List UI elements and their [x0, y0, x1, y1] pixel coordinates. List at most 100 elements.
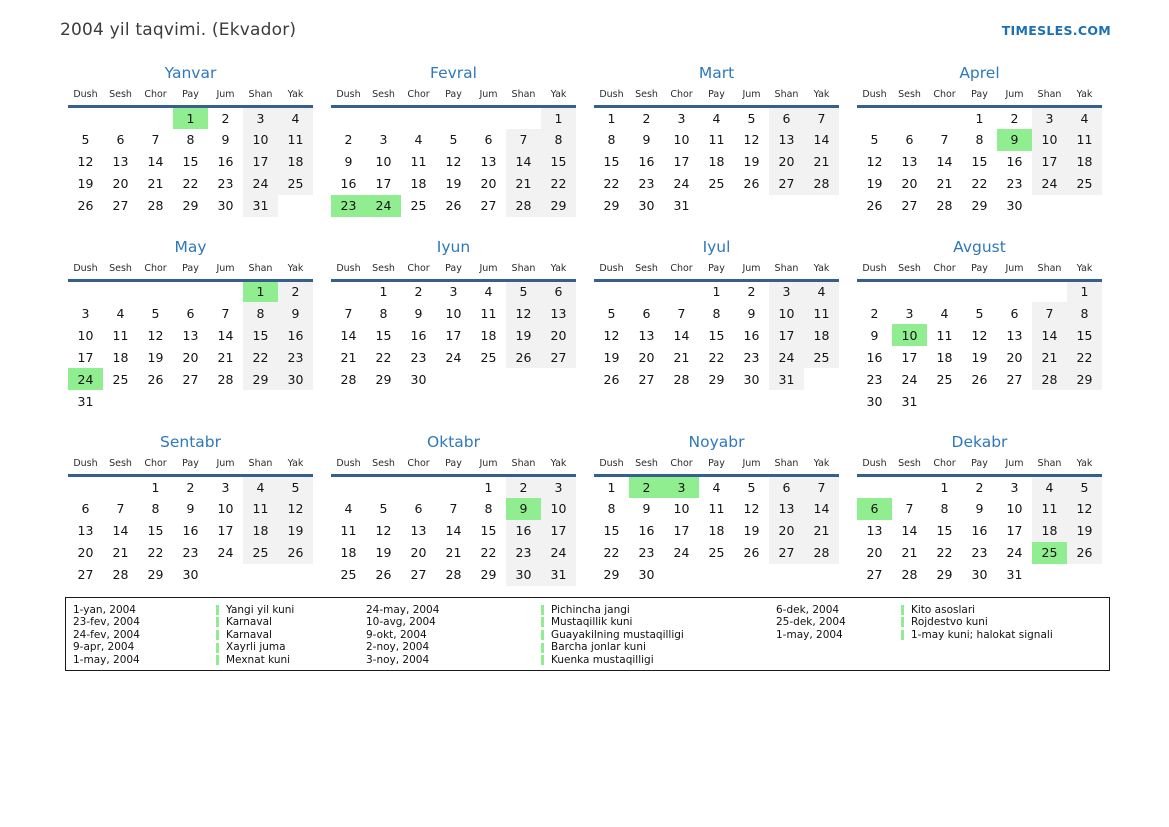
legend-holiday-label: Guayakilning mustaqilligi	[551, 628, 684, 641]
weekday-header: Chor	[664, 262, 699, 282]
day-cell: 23	[638, 545, 655, 560]
day-cell: 13	[182, 327, 199, 343]
week-row: 1	[857, 280, 1102, 302]
week-row: 9 10 11 12 13 14 15	[857, 324, 1102, 346]
holiday-marker-icon	[541, 642, 544, 653]
weekday-header: Yak	[1067, 262, 1102, 282]
month-title: Dekabr	[951, 433, 1008, 451]
weekday-header: Chor	[138, 89, 173, 108]
day-cell: 24	[1006, 545, 1023, 560]
weekday-header: Dush	[594, 89, 629, 108]
week-row: 30 31	[857, 390, 1102, 412]
day-cell: 28	[1032, 368, 1067, 390]
day-cell: 26	[147, 371, 164, 387]
months-grid: Yanvar Dush Sesh Chor Pay Jum Shan Yak 1 2 3 4 5 6 7 8 9…	[68, 64, 1102, 586]
weekday-header: Sesh	[892, 262, 927, 282]
day-cell: 24	[769, 346, 804, 368]
day-cell: 21	[445, 545, 462, 560]
month-table: Dush Sesh Chor Pay Jum Shan Yak 1 2 3 4 5 6 7 8 9 10 11 12…	[857, 262, 1102, 413]
day-cell: 25	[340, 567, 357, 582]
day-cell: 23	[743, 349, 760, 365]
day-cell: 29	[182, 198, 199, 213]
weekday-header: Chor	[401, 458, 436, 477]
day-cell: 16	[866, 349, 883, 365]
weekday-header: Dush	[594, 458, 629, 477]
week-row: 1	[331, 106, 576, 129]
legend-holiday-name: Xayrli juma	[216, 641, 286, 654]
empty-cell	[1067, 564, 1102, 586]
day-cell: 4	[414, 132, 423, 147]
day-cell: 7	[677, 305, 686, 321]
day-cell: 18	[1032, 519, 1067, 542]
day-cell: 10	[769, 302, 804, 324]
month-sentabr: Sentabr Dush Sesh Chor Pay Jum Shan Yak 1 2 3 4 5 6 7 8…	[68, 433, 313, 586]
day-cell: 1	[151, 479, 160, 495]
empty-cell	[927, 280, 962, 302]
day-cell: 23	[331, 194, 366, 217]
week-row: 4 5 6 7 8 9 10	[331, 497, 576, 520]
day-cell: 26	[445, 198, 462, 213]
month-table: Dush Sesh Chor Pay Jum Shan Yak 1 2 3 4 5 6 7 8 9 10 11 12…	[68, 458, 313, 586]
weekday-header: Yak	[541, 262, 576, 282]
legend-holiday-name: Pichincha jangi	[541, 604, 630, 617]
day-cell: 10	[673, 501, 690, 516]
week-row: 19 20 21 22 23 24 25	[68, 172, 313, 195]
day-cell: 29	[708, 371, 725, 387]
day-cell: 23	[971, 545, 988, 560]
month-title: Iyun	[436, 237, 471, 256]
weekday-header: Jum	[734, 458, 769, 477]
day-cell: 21	[1032, 346, 1067, 368]
month-table: Dush Sesh Chor Pay Jum Shan Yak 1 2 3 4 5 6 7 8 9 10 11 12…	[594, 89, 839, 217]
weekday-header-row: Dush Sesh Chor Pay Jum Shan Yak	[594, 89, 839, 108]
day-cell: 20	[901, 176, 918, 191]
site-link[interactable]: TIMESLES.COM	[1001, 23, 1111, 38]
day-cell: 16	[217, 154, 234, 169]
day-cell: 24	[541, 541, 576, 564]
day-cell: 29	[603, 198, 620, 213]
day-cell: 24	[673, 176, 690, 191]
legend-holiday-name: 1-may kuni; halokat signali	[901, 629, 1053, 642]
day-cell: 29	[243, 368, 278, 390]
day-cell: 28	[506, 194, 541, 217]
week-row: 26 27 28 29 30 31	[594, 368, 839, 390]
day-cell: 22	[603, 545, 620, 560]
week-row: 10 11 12 13 14 15 16	[68, 324, 313, 346]
legend-holiday-name: Karnaval	[216, 629, 272, 642]
day-cell: 4	[484, 284, 493, 300]
weekday-header: Sesh	[629, 262, 664, 282]
empty-cell	[243, 390, 278, 412]
day-cell: 1	[1067, 280, 1102, 302]
weekday-header: Dush	[68, 89, 103, 108]
day-cell: 15	[1067, 324, 1102, 346]
week-row: 22 23 24 25 26 27 28	[594, 172, 839, 195]
day-cell: 17	[445, 327, 462, 343]
day-cell: 13	[77, 523, 94, 538]
day-cell: 31	[243, 194, 278, 217]
day-cell: 26	[603, 371, 620, 387]
day-cell: 26	[375, 567, 392, 582]
day-cell: 7	[905, 501, 914, 516]
week-row: 8 9 10 11 12 13 14	[594, 497, 839, 520]
day-cell: 28	[112, 567, 129, 582]
day-cell: 5	[81, 132, 90, 147]
week-row: 15 16 17 18 19 20 21	[594, 519, 839, 542]
weekday-header: Shan	[506, 89, 541, 108]
weekday-header: Dush	[68, 262, 103, 282]
week-row: 6 7 8 9 10 11 12	[857, 497, 1102, 520]
weekday-header-row: Dush Sesh Chor Pay Jum Shan Yak	[857, 458, 1102, 477]
day-cell: 23	[506, 541, 541, 564]
weekday-header-row: Dush Sesh Chor Pay Jum Shan Yak	[68, 262, 313, 282]
day-cell: 24	[366, 194, 401, 217]
empty-cell	[243, 564, 278, 586]
legend-entry: 25-dek, 2004 Rojdestvo kuni	[776, 616, 1109, 629]
weekday-header: Chor	[401, 89, 436, 108]
day-cell: 16	[506, 519, 541, 542]
day-cell: 8	[975, 132, 984, 147]
day-cell: 11	[708, 132, 725, 147]
day-cell: 18	[243, 519, 278, 542]
day-cell: 7	[116, 501, 125, 516]
week-row: 25 26 27 28 29 30 31	[331, 563, 576, 586]
day-cell: 13	[866, 523, 883, 538]
day-cell: 26	[971, 371, 988, 387]
